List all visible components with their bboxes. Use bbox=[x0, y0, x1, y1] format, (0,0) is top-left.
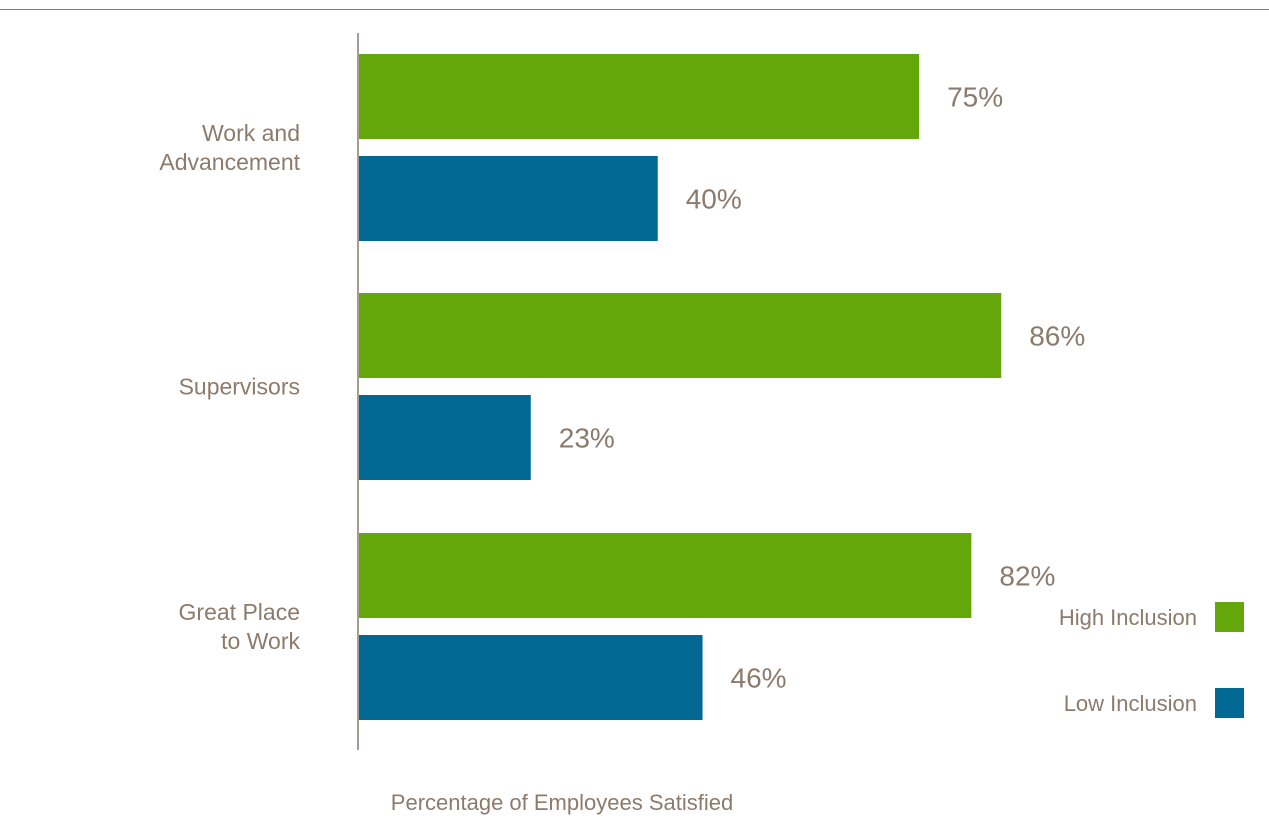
legend: High Inclusion Low Inclusion bbox=[1059, 602, 1244, 718]
value-label: 23% bbox=[559, 423, 615, 454]
bar-low-inclusion bbox=[359, 635, 703, 720]
legend-swatch bbox=[1215, 688, 1244, 718]
value-labels: 75% 40% 86% 23% 82% 46% bbox=[559, 82, 1086, 694]
legend-swatch bbox=[1215, 602, 1244, 632]
value-label: 82% bbox=[999, 561, 1055, 592]
category-labels: Work and Advancement Supervisors Great Plac… bbox=[159, 120, 300, 654]
bar-high-inclusion bbox=[359, 54, 920, 139]
value-label: 40% bbox=[686, 184, 742, 215]
bar-high-inclusion bbox=[359, 293, 1002, 378]
bar-low-inclusion bbox=[359, 395, 531, 480]
legend-label: Low Inclusion bbox=[1064, 691, 1197, 716]
top-rule bbox=[0, 9, 1269, 10]
category-label: Supervisors bbox=[179, 374, 300, 400]
category-label: Work and bbox=[202, 120, 300, 146]
value-label: 86% bbox=[1029, 321, 1085, 352]
value-label: 75% bbox=[947, 82, 1003, 113]
bar-high-inclusion bbox=[359, 533, 972, 618]
category-label: to Work bbox=[221, 628, 300, 654]
legend-label: High Inclusion bbox=[1059, 605, 1197, 630]
category-label: Advancement bbox=[159, 149, 300, 175]
x-axis-title: Percentage of Employees Satisfied bbox=[391, 790, 733, 815]
bars bbox=[359, 54, 1002, 720]
bar-low-inclusion bbox=[359, 156, 658, 241]
value-label: 46% bbox=[731, 663, 787, 694]
category-label: Great Place bbox=[179, 599, 300, 625]
